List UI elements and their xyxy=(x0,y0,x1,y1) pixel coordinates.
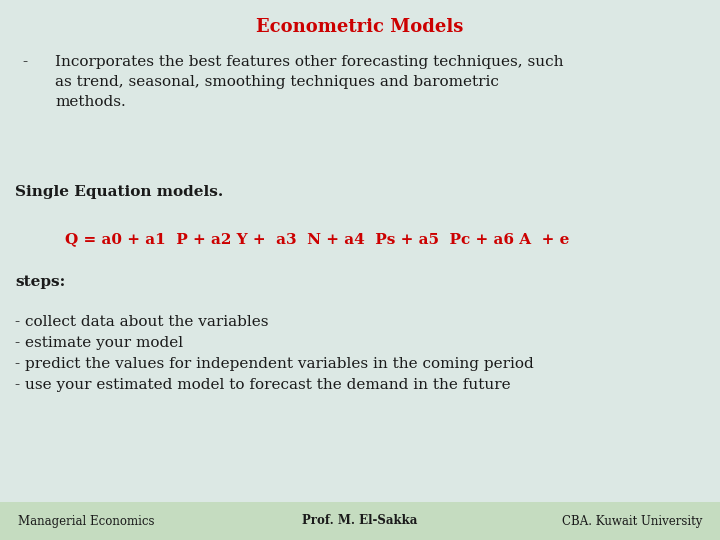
Text: -: - xyxy=(22,55,27,69)
Text: Econometric Models: Econometric Models xyxy=(256,18,464,36)
Text: Q = a0 + a1  P + a2 Y +  a3  N + a4  Ps + a5  Pc + a6 A  + e: Q = a0 + a1 P + a2 Y + a3 N + a4 Ps + a5… xyxy=(65,232,570,246)
Text: Prof. M. El-Sakka: Prof. M. El-Sakka xyxy=(302,515,418,528)
Text: CBA. Kuwait University: CBA. Kuwait University xyxy=(562,515,702,528)
Text: Single Equation models.: Single Equation models. xyxy=(15,185,223,199)
Text: - collect data about the variables: - collect data about the variables xyxy=(15,315,269,329)
Text: Incorporates the best features other forecasting techniques, such
as trend, seas: Incorporates the best features other for… xyxy=(55,55,564,109)
FancyBboxPatch shape xyxy=(0,502,720,540)
Text: steps:: steps: xyxy=(15,275,66,289)
Text: - estimate your model: - estimate your model xyxy=(15,336,183,350)
Text: - use your estimated model to forecast the demand in the future: - use your estimated model to forecast t… xyxy=(15,378,510,392)
Text: Managerial Economics: Managerial Economics xyxy=(18,515,155,528)
Text: - predict the values for independent variables in the coming period: - predict the values for independent var… xyxy=(15,357,534,371)
